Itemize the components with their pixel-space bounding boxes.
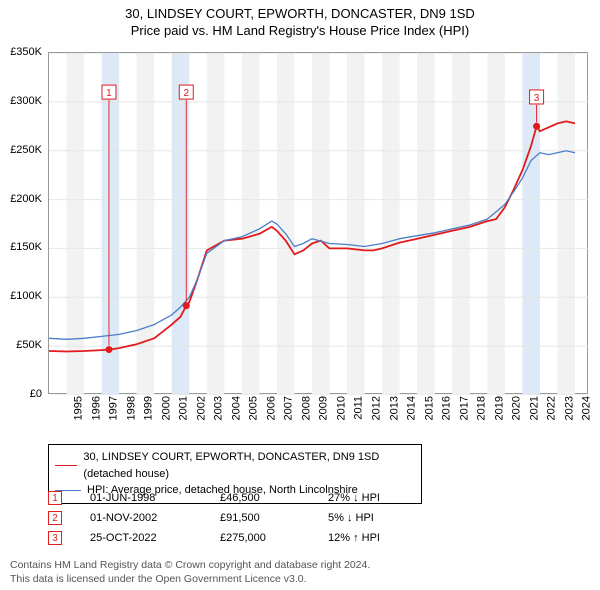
x-tick-label: 2024 bbox=[581, 396, 593, 420]
x-tick-label: 2017 bbox=[458, 396, 470, 420]
svg-text:2: 2 bbox=[183, 88, 189, 99]
plot-svg: 1 2 3 bbox=[49, 53, 589, 395]
plot-area: 1 2 3 bbox=[48, 52, 588, 394]
transaction-marker-box: 1 bbox=[48, 491, 62, 505]
x-tick-label: 2010 bbox=[335, 396, 347, 420]
x-tick-label: 1999 bbox=[143, 396, 155, 420]
y-tick-label: £50K bbox=[16, 339, 42, 351]
transaction-date: 01-NOV-2002 bbox=[90, 512, 220, 524]
legend-swatch-property bbox=[55, 465, 77, 467]
x-tick-label: 2013 bbox=[388, 396, 400, 420]
x-tick-label: 1995 bbox=[72, 396, 84, 420]
transaction-row: 1 01-JUN-1998£46,50027% ↓ HPI bbox=[48, 488, 508, 508]
y-axis: £0£50K£100K£150K£200K£250K£300K£350K bbox=[0, 52, 46, 394]
y-tick-label: £0 bbox=[30, 388, 42, 400]
x-tick-label: 2008 bbox=[300, 396, 312, 420]
footer-line1: Contains HM Land Registry data © Crown c… bbox=[10, 558, 370, 572]
x-tick-label: 1996 bbox=[90, 396, 102, 420]
y-tick-label: £250K bbox=[10, 144, 42, 156]
transaction-price: £275,000 bbox=[220, 532, 328, 544]
transaction-row: 2 01-NOV-2002£91,5005% ↓ HPI bbox=[48, 508, 508, 528]
title-block: 30, LINDSEY COURT, EPWORTH, DONCASTER, D… bbox=[0, 0, 600, 40]
x-tick-label: 2003 bbox=[213, 396, 225, 420]
x-tick-label: 2005 bbox=[248, 396, 260, 420]
footer: Contains HM Land Registry data © Crown c… bbox=[10, 558, 370, 586]
transaction-row: 3 25-OCT-2022£275,00012% ↑ HPI bbox=[48, 528, 508, 548]
legend-label-property: 30, LINDSEY COURT, EPWORTH, DONCASTER, D… bbox=[83, 449, 415, 482]
x-tick-label: 2021 bbox=[528, 396, 540, 420]
x-tick-label: 2019 bbox=[493, 396, 505, 420]
x-tick-label: 2004 bbox=[230, 396, 242, 420]
x-tick-label: 2016 bbox=[441, 396, 453, 420]
transaction-price: £91,500 bbox=[220, 512, 328, 524]
x-tick-label: 2015 bbox=[423, 396, 435, 420]
transaction-date: 01-JUN-1998 bbox=[90, 492, 220, 504]
x-tick-label: 2000 bbox=[160, 396, 172, 420]
footer-line2: This data is licensed under the Open Gov… bbox=[10, 572, 370, 586]
x-tick-label: 1997 bbox=[108, 396, 120, 420]
x-tick-label: 2006 bbox=[265, 396, 277, 420]
x-axis: 1995 1996 1997 1998 1999 2000 2001 2002 2003 2004… bbox=[48, 394, 588, 444]
transactions-table: 1 01-JUN-1998£46,50027% ↓ HPI 2 01-NOV-2002… bbox=[48, 488, 508, 548]
y-tick-label: £150K bbox=[10, 241, 42, 253]
chart-container: 30, LINDSEY COURT, EPWORTH, DONCASTER, D… bbox=[0, 0, 600, 590]
x-tick-label: 2001 bbox=[178, 396, 190, 420]
transaction-marker-box: 2 bbox=[48, 511, 62, 525]
x-tick-label: 1998 bbox=[125, 396, 137, 420]
plot-wrap: 1 2 3 bbox=[48, 52, 588, 394]
y-tick-label: £350K bbox=[10, 46, 42, 58]
y-tick-label: £300K bbox=[10, 95, 42, 107]
y-tick-label: £100K bbox=[10, 290, 42, 302]
svg-text:3: 3 bbox=[534, 93, 540, 104]
transaction-date: 25-OCT-2022 bbox=[90, 532, 220, 544]
x-tick-label: 2009 bbox=[318, 396, 330, 420]
transaction-delta: 12% ↑ HPI bbox=[328, 532, 468, 544]
y-tick-label: £200K bbox=[10, 193, 42, 205]
x-tick-label: 2020 bbox=[511, 396, 523, 420]
chart-title-line1: 30, LINDSEY COURT, EPWORTH, DONCASTER, D… bbox=[10, 6, 590, 21]
chart-title-line2: Price paid vs. HM Land Registry's House … bbox=[10, 23, 590, 38]
transaction-marker-box: 3 bbox=[48, 531, 62, 545]
transaction-delta: 27% ↓ HPI bbox=[328, 492, 468, 504]
transaction-delta: 5% ↓ HPI bbox=[328, 512, 468, 524]
x-tick-label: 2014 bbox=[406, 396, 418, 420]
transaction-price: £46,500 bbox=[220, 492, 328, 504]
x-tick-label: 2002 bbox=[195, 396, 207, 420]
x-tick-label: 2007 bbox=[283, 396, 295, 420]
x-tick-label: 2022 bbox=[546, 396, 558, 420]
x-tick-label: 2012 bbox=[371, 396, 383, 420]
x-tick-label: 2018 bbox=[476, 396, 488, 420]
legend-row: 30, LINDSEY COURT, EPWORTH, DONCASTER, D… bbox=[55, 449, 415, 482]
svg-text:1: 1 bbox=[106, 88, 112, 99]
x-tick-label: 2011 bbox=[352, 396, 364, 420]
x-tick-label: 2023 bbox=[563, 396, 575, 420]
